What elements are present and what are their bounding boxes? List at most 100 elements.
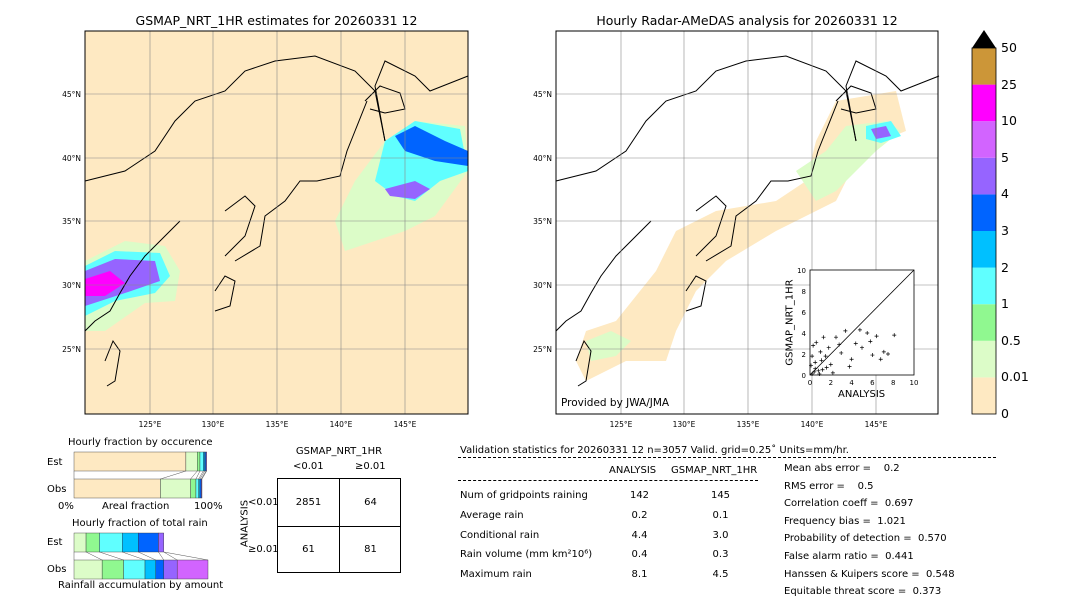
- stat-row-gsmap: 4.5: [712, 569, 729, 580]
- bar-segment: [99, 532, 123, 553]
- colorbar-label: 1: [1001, 296, 1009, 312]
- right-map-title: Hourly Radar-AMeDAS analysis for 2026033…: [596, 13, 898, 28]
- scatter-point: [870, 353, 875, 358]
- stat-row-gsmap: 0.3: [712, 549, 729, 560]
- bar-connector: [85, 551, 103, 561]
- colorbar-swatch: [972, 231, 996, 268]
- stats-header: Validation statistics for 20260331 12 n=…: [460, 445, 849, 456]
- latitude-tick-label: 45°N: [62, 90, 81, 99]
- longitude-tick-label: 135°E: [266, 420, 289, 429]
- rain-area: [586, 331, 631, 361]
- occ-0pct: 0%: [58, 501, 74, 512]
- scatter-xlabel: ANALYSIS: [838, 389, 886, 400]
- scatter-point: [811, 343, 816, 348]
- col-header-lt: <0.01: [293, 461, 324, 472]
- colorbar-label: 50: [1001, 40, 1017, 55]
- map-frame: [84, 30, 469, 415]
- bar-segment: [73, 559, 103, 580]
- longitude-tick-label: 125°E: [610, 420, 633, 429]
- colorbar-extend-arrow: [972, 30, 996, 48]
- colorbar-label: 10: [1001, 113, 1017, 129]
- stat-row-label: Rain volume (mm km²10⁶): [460, 549, 593, 560]
- colorbar-label: 0: [1001, 406, 1009, 421]
- scatter-point: [874, 334, 879, 339]
- colorbar-swatch: [972, 194, 996, 231]
- colorbar-label: 25: [1001, 76, 1017, 92]
- score-line: Equitable threat score = 0.373: [784, 586, 942, 598]
- score-line: Hanssen & Kuipers score = 0.548: [784, 568, 955, 580]
- stat-row-analysis: 0.2: [631, 510, 648, 521]
- coastline: [234, 100, 368, 262]
- rain-area: [395, 126, 468, 166]
- occurrence-bars: [73, 451, 207, 499]
- contingency-grid: 2851 64 61 81: [277, 478, 401, 573]
- latitude-tick-label: 30°N: [533, 281, 552, 290]
- longitude-tick-label: 125°E: [139, 420, 162, 429]
- scatter-point: [816, 368, 821, 373]
- coastline: [374, 60, 469, 142]
- colorbar-label: 2: [1001, 259, 1009, 275]
- stats-col-analysis: ANALYSIS: [609, 465, 657, 476]
- bar-connector: [160, 470, 186, 480]
- bar-connector: [195, 470, 201, 480]
- score-line: Correlation coeff = 0.697: [784, 498, 914, 510]
- coastline: [84, 220, 181, 332]
- bar-segment: [73, 451, 187, 472]
- bar-segment: [122, 532, 139, 553]
- cell-miss: 61: [302, 544, 315, 555]
- latitude-tick-label: 40°N: [62, 154, 81, 163]
- scatter-point: [817, 371, 822, 376]
- scatter-point: [818, 349, 823, 354]
- rain-area: [385, 181, 430, 199]
- bar-segment: [158, 532, 164, 553]
- bar-connector: [201, 470, 207, 480]
- stat-row-label: Num of gridpoints raining: [460, 490, 588, 501]
- stat-row-label: Average rain: [460, 510, 524, 521]
- stats-divider: [458, 457, 996, 458]
- scatter-point: [860, 345, 864, 350]
- coastline: [575, 339, 592, 387]
- scatter-plot: 0 2 4 6 8 10 0 2 4 6 8 10: [797, 267, 918, 387]
- scatter-point: [830, 370, 835, 375]
- coastline: [685, 275, 707, 312]
- bar-segment: [197, 451, 201, 472]
- scatter-ytick: 0: [802, 372, 806, 380]
- longitude-tick-label: 130°E: [673, 420, 696, 429]
- rain-obs-label: Obs: [47, 564, 67, 575]
- coastline: [104, 339, 121, 387]
- credit-text: Provided by JWA/JMA: [561, 397, 670, 409]
- latitude-tick-label: 35°N: [62, 217, 81, 226]
- occurrence-title: Hourly fraction by occurence: [68, 437, 213, 448]
- bar-segment: [176, 559, 209, 580]
- scatter-ytick: 4: [802, 330, 807, 338]
- scatter-point: [834, 335, 838, 340]
- scatter-point: [878, 357, 883, 362]
- scatter-xtick: 4: [849, 379, 854, 387]
- coastline: [555, 220, 652, 332]
- scatter-point: [892, 333, 897, 338]
- bar-segment: [85, 532, 100, 553]
- bar-connector: [163, 551, 178, 561]
- scatter-point: [886, 352, 890, 356]
- col-header-ge: ≥0.01: [355, 461, 386, 472]
- stat-row-label: Maximum rain: [460, 569, 532, 580]
- score-line: False alarm ratio = 0.441: [784, 551, 914, 562]
- scatter-xtick: 10: [910, 379, 919, 387]
- score-line: Mean abs error = 0.2: [784, 463, 900, 474]
- stat-row-gsmap: 145: [710, 490, 731, 501]
- scatter-point: [813, 366, 818, 371]
- rain-fraction-title: Hourly fraction of total rain: [72, 518, 208, 529]
- score-line: Frequency bias = 1.021: [784, 515, 906, 527]
- coastline: [364, 85, 406, 114]
- contingency-title: GSMAP_NRT_1HR: [295, 446, 383, 457]
- bar-connector: [99, 551, 124, 561]
- stat-row-analysis: 142: [629, 490, 650, 501]
- coastline: [695, 195, 727, 257]
- colorbar-label: 3: [1001, 223, 1009, 238]
- bar-connector: [158, 551, 164, 561]
- occ-100pct: 100%: [194, 501, 223, 512]
- scatter-point: [847, 364, 852, 369]
- bar-segment: [198, 478, 201, 499]
- scatter-point: [819, 358, 824, 363]
- scatter-point: [843, 328, 848, 333]
